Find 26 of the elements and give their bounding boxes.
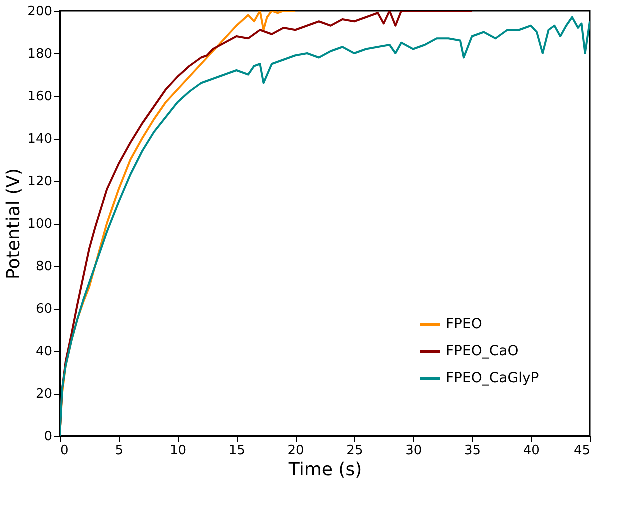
legend-label: FPEO_CaGlyP — [446, 370, 540, 386]
x-tick-label: 35 — [464, 444, 481, 458]
y-tick-label: 140 — [28, 132, 52, 147]
y-tick-label: 180 — [28, 47, 52, 62]
y-tick-label: 100 — [28, 217, 52, 232]
x-tick-label: 40 — [523, 444, 540, 458]
y-tick-label: 60 — [36, 302, 52, 317]
x-tick-label: 0 — [60, 444, 69, 458]
legend-label: FPEO_CaO — [446, 344, 519, 360]
x-tick-label: 30 — [406, 444, 422, 458]
y-tick-label: 160 — [28, 90, 52, 104]
x-tick-label: 20 — [288, 444, 304, 458]
y-tick-label: 20 — [36, 387, 52, 402]
x-tick-label: 25 — [346, 444, 364, 458]
x-tick-label: 10 — [170, 444, 187, 458]
y-tick-label: 0 — [44, 430, 52, 444]
y-tick-label: 80 — [36, 260, 52, 274]
y-tick-label: 40 — [36, 344, 52, 360]
y-tick-label: 120 — [28, 174, 52, 190]
x-tick-label: 5 — [115, 444, 124, 458]
x-axis-title: Time (s) — [288, 460, 362, 480]
x-tick-label: 15 — [228, 444, 246, 458]
y-axis-title: Potential (V) — [4, 168, 25, 280]
legend-label: FPEO — [446, 316, 482, 332]
x-tick-label: 45 — [574, 444, 590, 458]
y-tick-label: 200 — [28, 4, 52, 20]
